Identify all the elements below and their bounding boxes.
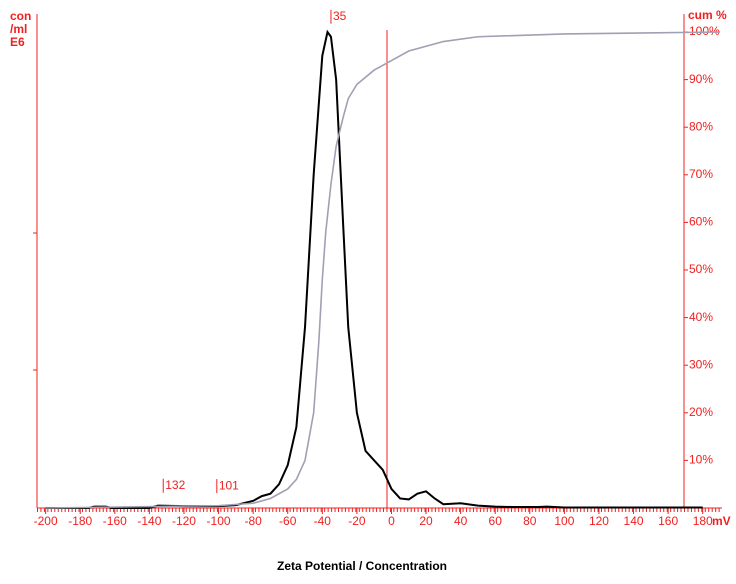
x-tick-label: 40 (454, 514, 468, 528)
y2-tick-label: 60% (689, 215, 713, 229)
y2-tick-label: 90% (689, 72, 713, 86)
annotation-label: 101 (219, 478, 239, 492)
x-tick-label: -140 (137, 514, 161, 528)
y2-tick-label: 40% (689, 310, 713, 324)
x-tick-label: -100 (207, 514, 231, 528)
chart-title: Zeta Potential / Concentration (277, 559, 447, 573)
x-tick-label: 80 (523, 514, 537, 528)
y-label: con (10, 9, 31, 23)
series-line (45, 31, 721, 509)
x-tick-label: 180 (693, 514, 713, 528)
x-tick-label: 120 (589, 514, 609, 528)
x-tick-label: -40 (314, 514, 332, 528)
y2-label: cum % (688, 8, 727, 22)
x-label: mV (712, 514, 731, 528)
x-tick-label: 60 (489, 514, 503, 528)
y2-tick-label: 20% (689, 405, 713, 419)
y2-tick-label: 30% (689, 357, 713, 371)
series-line (45, 29, 703, 509)
annotation-label: 35 (333, 9, 347, 23)
annotation-label: 132 (165, 478, 185, 492)
x-tick-label: -80 (244, 514, 262, 528)
x-tick-label: -60 (279, 514, 297, 528)
x-tick-label: 0 (388, 514, 395, 528)
y-label: /ml (10, 22, 27, 36)
y-label: E6 (10, 35, 25, 49)
x-tick-label: 100 (554, 514, 574, 528)
x-tick-label: -180 (68, 514, 92, 528)
y2-tick-label: 50% (689, 262, 713, 276)
y2-tick-label: 80% (689, 119, 713, 133)
x-tick-label: 160 (658, 514, 678, 528)
y2-tick-label: 10% (689, 453, 713, 467)
y2-tick-label: 100% (689, 24, 720, 38)
x-tick-label: 140 (624, 514, 644, 528)
x-tick-label: 20 (419, 514, 433, 528)
x-tick-label: -120 (172, 514, 196, 528)
x-tick-label: -200 (34, 514, 58, 528)
y2-tick-label: 70% (689, 167, 713, 181)
x-tick-label: -20 (348, 514, 366, 528)
x-tick-label: -160 (103, 514, 127, 528)
